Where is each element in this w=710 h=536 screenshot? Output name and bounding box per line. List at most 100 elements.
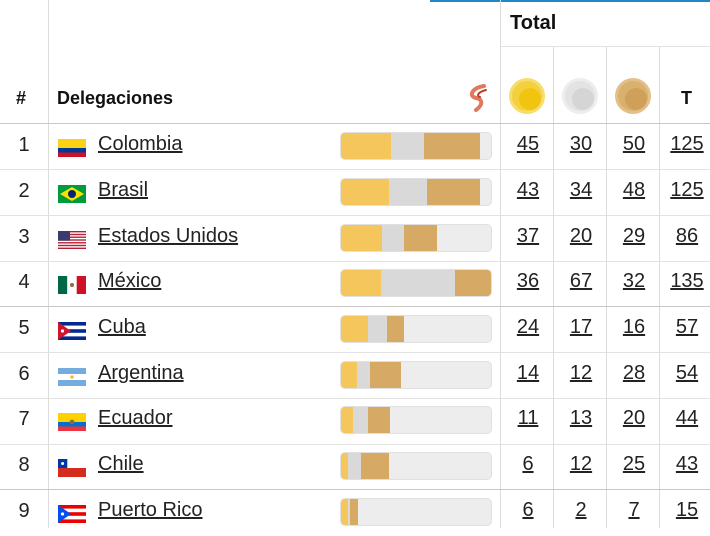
- country-link[interactable]: Ecuador: [98, 407, 173, 429]
- bronze-count[interactable]: 25: [622, 453, 646, 475]
- grid-line: [48, 0, 49, 528]
- gold-segment: [341, 453, 348, 479]
- grid-line: [500, 0, 501, 528]
- grid-line: [0, 306, 710, 307]
- rank-cell: 4: [18, 271, 30, 293]
- silver-count[interactable]: 20: [569, 225, 593, 247]
- medal-distribution-bar: [340, 361, 492, 389]
- bronze-count[interactable]: 16: [622, 316, 646, 338]
- grid-line: [553, 46, 554, 528]
- gold-segment: [341, 316, 368, 342]
- silver-segment: [382, 225, 405, 251]
- bronze-segment: [360, 453, 389, 479]
- gold-segment: [341, 179, 389, 205]
- rank-cell: 8: [18, 454, 30, 476]
- medal-distribution-bar: [340, 315, 492, 343]
- table-row: 4 México 36 67 32 135: [0, 261, 710, 307]
- grid-line: [0, 352, 710, 353]
- gold-count[interactable]: 6: [522, 499, 534, 521]
- games-logo-icon: [464, 84, 490, 112]
- gold-count[interactable]: 36: [516, 270, 540, 292]
- table-row: 6 Argentina 14 12 28 54: [0, 353, 710, 399]
- bronze-count[interactable]: 50: [622, 133, 646, 155]
- total-count[interactable]: 135: [670, 270, 704, 292]
- gold-count[interactable]: 6: [522, 453, 534, 475]
- medal-distribution-bar: [340, 178, 492, 206]
- gold-count[interactable]: 11: [517, 407, 539, 429]
- bronze-segment: [367, 407, 390, 433]
- silver-count[interactable]: 2: [575, 499, 587, 521]
- silver-segment: [347, 453, 361, 479]
- flag-argentina-icon: [58, 368, 86, 386]
- silver-medal-icon[interactable]: [562, 78, 598, 114]
- table-row: 1 Colombia 45 30 50 125: [0, 124, 710, 170]
- grid-line: [0, 444, 710, 445]
- silver-count[interactable]: 13: [569, 407, 593, 429]
- silver-count[interactable]: 12: [569, 362, 593, 384]
- table-row: 2 Brasil 43 34 48 125: [0, 170, 710, 216]
- gold-count[interactable]: 45: [516, 133, 540, 155]
- silver-count[interactable]: 34: [569, 179, 593, 201]
- total-count[interactable]: 125: [670, 133, 704, 155]
- rank-cell: 2: [18, 180, 30, 202]
- total-short-header[interactable]: T: [681, 88, 692, 108]
- silver-count[interactable]: 30: [569, 133, 593, 155]
- bronze-count[interactable]: 32: [622, 270, 646, 292]
- bronze-count[interactable]: 29: [622, 225, 646, 247]
- gold-count[interactable]: 43: [516, 179, 540, 201]
- silver-segment: [347, 499, 350, 525]
- silver-count[interactable]: 67: [569, 270, 593, 292]
- silver-segment: [388, 179, 427, 205]
- flag-brazil-icon: [58, 185, 86, 203]
- total-count[interactable]: 57: [675, 316, 699, 338]
- silver-segment: [353, 407, 368, 433]
- bronze-count[interactable]: 7: [628, 499, 640, 521]
- table-row: 7 Ecuador 11 13 20 44: [0, 398, 710, 444]
- rank-cell: 6: [18, 363, 30, 385]
- flag-chile-icon: [58, 459, 86, 477]
- delegations-header[interactable]: Delegaciones: [57, 88, 174, 108]
- bronze-segment: [455, 270, 491, 296]
- silver-segment: [381, 270, 456, 296]
- grid-line: [659, 46, 660, 528]
- total-count[interactable]: 44: [675, 407, 699, 429]
- gold-segment: [341, 225, 383, 251]
- country-link[interactable]: Estados Unidos: [98, 225, 239, 247]
- gold-segment: [341, 407, 354, 433]
- bronze-segment: [426, 179, 480, 205]
- rank-header: #: [16, 88, 27, 108]
- rank-cell: 5: [18, 317, 30, 339]
- bronze-segment: [424, 133, 480, 159]
- gold-count[interactable]: 24: [516, 316, 540, 338]
- bronze-count[interactable]: 20: [622, 407, 646, 429]
- country-link[interactable]: México: [98, 270, 162, 292]
- country-link[interactable]: Brasil: [98, 179, 149, 201]
- total-count[interactable]: 54: [675, 362, 699, 384]
- gold-medal-icon[interactable]: [509, 78, 545, 114]
- gold-count[interactable]: 37: [516, 225, 540, 247]
- country-link[interactable]: Cuba: [98, 316, 146, 338]
- country-link[interactable]: Argentina: [98, 362, 184, 384]
- flag-mexico-icon: [58, 276, 86, 294]
- bronze-medal-icon[interactable]: [615, 78, 651, 114]
- country-link[interactable]: Colombia: [98, 133, 183, 155]
- flag-puerto-rico-icon: [58, 505, 86, 523]
- total-count[interactable]: 43: [675, 453, 699, 475]
- bronze-count[interactable]: 48: [622, 179, 646, 201]
- bronze-count[interactable]: 28: [622, 362, 646, 384]
- total-count[interactable]: 125: [670, 179, 704, 201]
- silver-segment: [356, 362, 370, 388]
- silver-count[interactable]: 12: [569, 453, 593, 475]
- medal-distribution-bar: [340, 498, 492, 526]
- total-count[interactable]: 15: [675, 499, 699, 521]
- table-row: 3 Estados Unidos 37 20 29 86: [0, 216, 710, 262]
- rank-cell: 1: [18, 134, 30, 156]
- flag-usa-icon: [58, 231, 86, 249]
- gold-count[interactable]: 14: [516, 362, 540, 384]
- country-link[interactable]: Chile: [98, 453, 144, 475]
- bronze-segment: [349, 499, 358, 525]
- rank-cell: 3: [18, 226, 30, 248]
- total-count[interactable]: 86: [675, 225, 699, 247]
- silver-count[interactable]: 17: [569, 316, 593, 338]
- country-link[interactable]: Puerto Rico: [98, 499, 203, 521]
